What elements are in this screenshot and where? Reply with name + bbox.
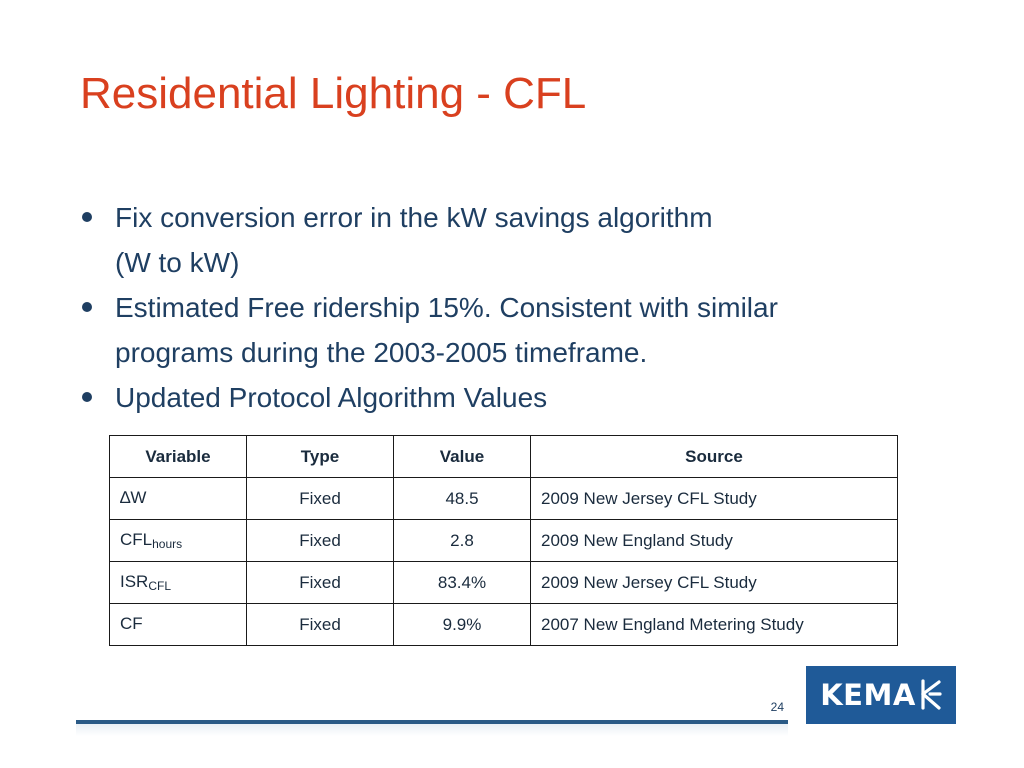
cell-source: 2009 New England Study (530, 519, 898, 562)
header-source: Source (530, 435, 898, 478)
bullet-item: Updated Protocol Algorithm Values (82, 375, 912, 420)
bullet-text: Fix conversion error in the kW savings a… (115, 202, 713, 233)
cell-source: 2009 New Jersey CFL Study (530, 561, 898, 604)
kema-logo: KEMA (806, 666, 956, 724)
variable-subscript: hours (152, 537, 183, 551)
table-header-row: Variable Type Value Source (109, 435, 898, 478)
variable-text: ∆W (120, 488, 147, 507)
algorithm-values-table: Variable Type Value Source ∆W Fixed 48.5… (109, 435, 898, 646)
bullet-item: Fix conversion error in the kW savings a… (82, 195, 912, 285)
bullet-text: (W to kW) (115, 247, 240, 278)
variable-text: CF (120, 614, 143, 633)
bullet-dot-icon (82, 392, 92, 402)
cell-source: 2009 New Jersey CFL Study (530, 477, 898, 520)
header-type: Type (246, 435, 394, 478)
footer-divider (76, 720, 788, 724)
logo-text: KEMA (820, 678, 916, 712)
bullet-list: Fix conversion error in the kW savings a… (82, 195, 912, 420)
cell-type: Fixed (246, 603, 394, 646)
kema-mark-icon (921, 679, 942, 710)
table-row: ∆W Fixed 48.5 2009 New Jersey CFL Study (109, 477, 898, 520)
cell-type: Fixed (246, 561, 394, 604)
bullet-dot-icon (82, 212, 92, 222)
cell-variable: CFLhours (109, 519, 247, 562)
table-row: CF Fixed 9.9% 2007 New England Metering … (109, 603, 898, 646)
variable-text: ISR (120, 572, 149, 591)
slide-title: Residential Lighting - CFL (80, 69, 587, 118)
bullet-text: programs during the 2003-2005 timeframe. (115, 337, 648, 368)
header-value: Value (393, 435, 531, 478)
bullet-item: Estimated Free ridership 15%. Consistent… (82, 285, 912, 375)
cell-source: 2007 New England Metering Study (530, 603, 898, 646)
variable-subscript: CFL (148, 579, 172, 593)
footer-shadow (76, 724, 788, 736)
table-row: ISRCFL Fixed 83.4% 2009 New Jersey CFL S… (109, 561, 898, 604)
cell-type: Fixed (246, 477, 394, 520)
bullet-text: Updated Protocol Algorithm Values (115, 382, 548, 413)
page-number: 24 (770, 700, 784, 714)
cell-value: 83.4% (393, 561, 531, 604)
cell-variable: ISRCFL (109, 561, 247, 604)
cell-value: 48.5 (393, 477, 531, 520)
cell-variable: ∆W (109, 477, 247, 520)
header-variable: Variable (109, 435, 247, 478)
bullet-text: Estimated Free ridership 15%. Consistent… (115, 292, 778, 323)
cell-value: 2.8 (393, 519, 531, 562)
cell-variable: CF (109, 603, 247, 646)
variable-text: CFL (120, 530, 153, 549)
cell-type: Fixed (246, 519, 394, 562)
cell-value: 9.9% (393, 603, 531, 646)
table-row: CFLhours Fixed 2.8 2009 New England Stud… (109, 519, 898, 562)
bullet-dot-icon (82, 302, 92, 312)
